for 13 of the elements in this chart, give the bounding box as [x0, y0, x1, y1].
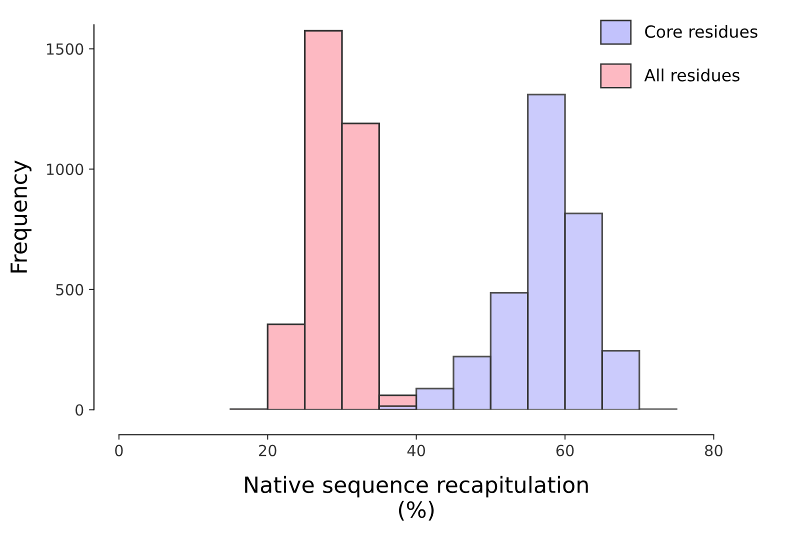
legend-label: Core residues — [645, 25, 758, 38]
y-tick-label: 1000 — [47, 164, 84, 176]
y-axis-title: Frequency — [10, 160, 32, 272]
x-tick-label: 20 — [259, 444, 276, 456]
x-tick-label: 0 — [115, 444, 123, 456]
x-tick-label: 40 — [407, 444, 426, 456]
y-tick-label: 1500 — [47, 43, 84, 55]
x-tick-label: 60 — [556, 444, 574, 456]
x-axis-title: Native sequence recapitulation (%) — [245, 476, 588, 521]
y-tick-label: 500 — [56, 284, 84, 296]
x-tick-label: 80 — [705, 444, 722, 456]
legend-label: All residues — [644, 68, 740, 82]
y-tick-label: 0 — [76, 404, 84, 416]
